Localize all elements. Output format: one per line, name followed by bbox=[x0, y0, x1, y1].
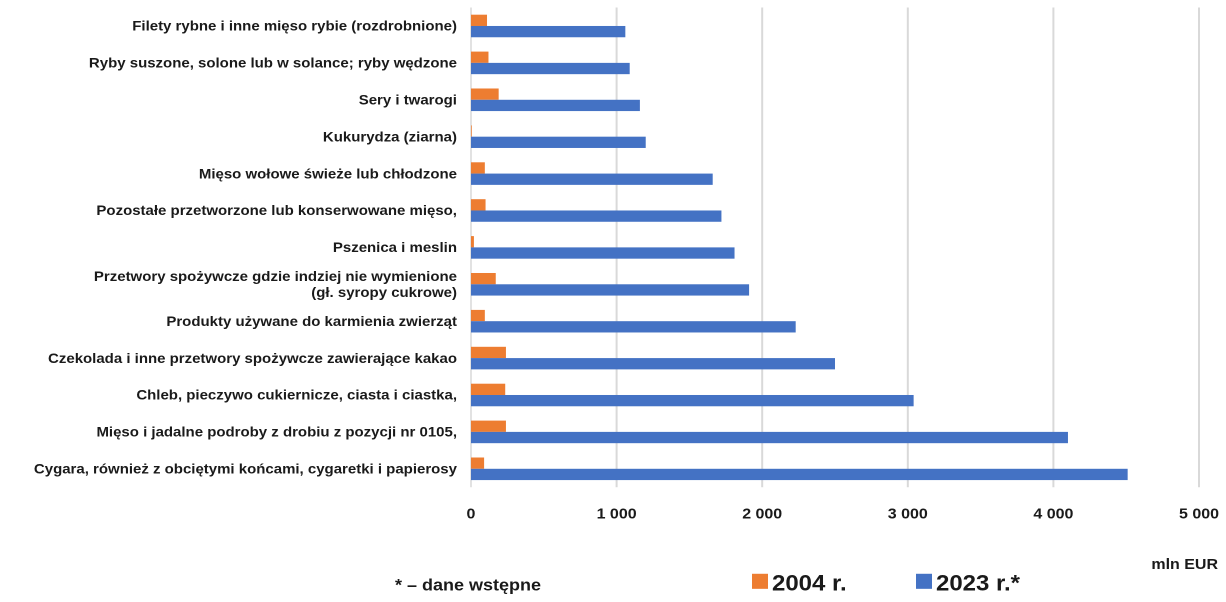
bar-2023 bbox=[471, 247, 735, 259]
bar-2004 bbox=[471, 420, 506, 432]
bar-2023 bbox=[471, 99, 640, 112]
legend-swatch-2004 bbox=[752, 573, 768, 589]
bar-2023 bbox=[471, 358, 835, 370]
category-labels: Filety rybne i inne mięso rybie (rozdrob… bbox=[34, 19, 458, 477]
bar-2004 bbox=[471, 14, 488, 26]
bar-2023 bbox=[471, 62, 630, 75]
category-label: Mięso wołowe świeże lub chłodzone bbox=[199, 167, 457, 183]
bar-2004 bbox=[471, 236, 474, 248]
category-label: Pszenica i meslin bbox=[333, 240, 457, 256]
category-label: Chleb, pieczywo cukiernicze, ciasta i ci… bbox=[136, 388, 457, 404]
bar-2023 bbox=[471, 25, 626, 38]
category-label: Ryby suszone, solone lub w solance; ryby… bbox=[89, 56, 457, 72]
category-label: Pozostałe przetworzone lub konserwowane … bbox=[96, 204, 457, 220]
x-axis-ticks: 0 1 000 2 000 3 000 4 000 5 000 bbox=[467, 506, 1219, 522]
category-label: Kukurydza (ziarna) bbox=[323, 130, 457, 146]
bar-2023 bbox=[471, 210, 722, 222]
category-label: Sery i twarogi bbox=[359, 93, 457, 109]
bar-2004 bbox=[471, 309, 485, 322]
bar-2023 bbox=[471, 394, 914, 407]
x-tick-label: 3 000 bbox=[888, 506, 928, 522]
bar-2023 bbox=[471, 468, 1128, 481]
category-label: Przetwory spożywcze gdzie indziej nie wy… bbox=[94, 269, 457, 300]
bar-2004 bbox=[471, 272, 496, 285]
bar-2004 bbox=[471, 162, 485, 174]
x-tick-label: 0 bbox=[467, 506, 476, 522]
bar-2023 bbox=[471, 321, 796, 333]
bar-2023 bbox=[471, 284, 750, 296]
x-tick-label: 1 000 bbox=[597, 506, 637, 522]
bar-2023 bbox=[471, 173, 713, 185]
category-label: Mięso i jadalne podroby z drobiu z pozyc… bbox=[96, 425, 457, 441]
bar-2023 bbox=[471, 136, 646, 148]
bar-2004 bbox=[471, 383, 506, 395]
bar-2004 bbox=[471, 457, 485, 469]
category-label: Czekolada i inne przetwory spożywcze zaw… bbox=[48, 351, 457, 367]
bar-2004 bbox=[471, 346, 506, 359]
category-label: Cygara, również z obciętymi końcami, cyg… bbox=[34, 462, 458, 478]
category-label: Filety rybne i inne mięso rybie (rozdrob… bbox=[132, 19, 457, 35]
legend-label-2004: 2004 r. bbox=[772, 570, 847, 595]
legend-swatch-2023 bbox=[916, 573, 932, 589]
category-label: Produkty używane do karmienia zwierząt bbox=[166, 314, 457, 330]
bar-2004 bbox=[471, 51, 489, 63]
bar-2004 bbox=[471, 88, 499, 100]
x-tick-label: 2 000 bbox=[742, 506, 782, 522]
bar-2004 bbox=[471, 125, 472, 137]
x-tick-label: 4 000 bbox=[1033, 506, 1073, 522]
bar-2023 bbox=[471, 431, 1068, 444]
legend-label-2023: 2023 r.* bbox=[936, 570, 1021, 595]
bar-2004 bbox=[471, 199, 486, 211]
gridlines bbox=[470, 7, 1200, 488]
bars bbox=[471, 14, 1128, 481]
footnote: * – dane wstępne bbox=[395, 575, 541, 594]
x-tick-label: 5 000 bbox=[1179, 506, 1219, 522]
legend: 2004 r. 2023 r.* bbox=[752, 570, 1021, 596]
x-axis-label: mln EUR bbox=[1151, 556, 1218, 572]
